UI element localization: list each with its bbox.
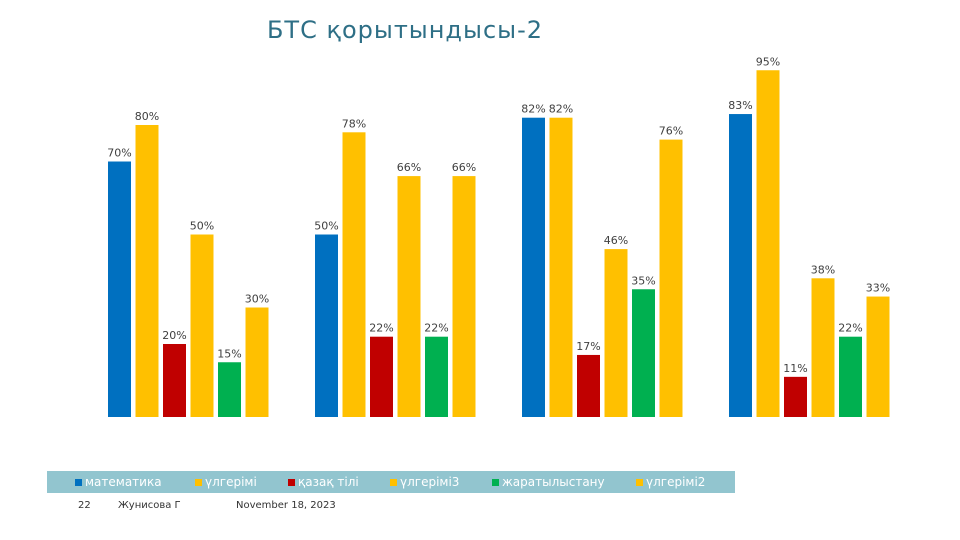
bar-1-1 <box>108 161 131 417</box>
legend-label: үлгерімі2 <box>646 475 706 489</box>
legend-item-3: қазақ тілі <box>288 475 359 489</box>
bar-1-6 <box>245 307 269 417</box>
data-label-3-4: 46% <box>604 234 628 247</box>
bar-4-1 <box>729 114 752 418</box>
legend-swatch <box>390 478 397 486</box>
data-label-3-3: 17% <box>576 340 600 353</box>
data-label-2-5: 22% <box>424 322 448 335</box>
data-label-4-4: 38% <box>811 263 835 276</box>
data-label-4-2: 95% <box>756 55 780 68</box>
legend-swatch <box>195 478 202 486</box>
legend-item-4: үлгерімі3 <box>390 475 459 489</box>
data-label-1-4: 50% <box>190 220 214 233</box>
legend-swatch <box>492 478 499 486</box>
legend-label: математика <box>85 475 162 489</box>
bar-1-2 <box>135 125 159 417</box>
legend-item-6: үлгерімі2 <box>636 475 705 489</box>
bar-3-3 <box>577 354 600 417</box>
data-label-1-2: 80% <box>135 110 159 123</box>
data-label-4-5: 22% <box>838 322 862 335</box>
legend-item-1: математика <box>75 475 162 489</box>
bar-1-3 <box>163 344 186 417</box>
bar-1-5 <box>218 362 241 417</box>
legend-label: үлгерімі3 <box>400 475 460 489</box>
data-label-1-3: 20% <box>162 329 186 342</box>
legend-item-5: жаратылыстану <box>492 475 605 489</box>
bar-3-4 <box>604 249 628 417</box>
data-label-2-1: 50% <box>314 220 338 233</box>
data-label-4-6: 33% <box>866 282 890 295</box>
author-name: Жунисова Г <box>118 500 181 511</box>
bar-3-5 <box>632 289 655 417</box>
slide-title: БТС қорытындысы-2 <box>266 16 544 44</box>
bar-3-6 <box>659 139 683 417</box>
legend-label: үлгерімі <box>205 475 257 489</box>
page-number: 22 <box>78 500 91 511</box>
bar-2-4 <box>397 176 421 417</box>
bar-1-4 <box>190 234 214 417</box>
bar-2-6 <box>452 176 476 417</box>
data-label-2-2: 78% <box>342 117 366 130</box>
data-label-3-5: 35% <box>631 274 655 287</box>
bar-4-3 <box>784 376 807 417</box>
slide-date: November 18, 2023 <box>236 500 336 511</box>
bar-2-3 <box>370 336 393 417</box>
data-label-2-3: 22% <box>369 322 393 335</box>
data-label-3-2: 82% <box>549 103 573 116</box>
data-label-4-3: 11% <box>783 362 807 375</box>
bar-3-2 <box>549 117 573 417</box>
legend-swatch <box>288 478 295 486</box>
bar-3-1 <box>522 117 545 417</box>
legend-label: қазақ тілі <box>298 475 359 489</box>
bar-4-6 <box>866 296 890 417</box>
data-label-1-1: 70% <box>107 147 131 160</box>
bar-4-4 <box>811 278 835 417</box>
data-label-2-4: 66% <box>397 161 421 174</box>
legend-item-2: үлгерімі <box>195 475 257 489</box>
data-label-1-5: 15% <box>217 347 241 360</box>
bar-4-2 <box>756 70 780 417</box>
data-label-3-1: 82% <box>521 103 545 116</box>
bar-2-2 <box>342 132 366 418</box>
bar-4-5 <box>839 336 862 417</box>
data-label-3-6: 76% <box>659 125 683 138</box>
data-label-2-6: 66% <box>452 161 476 174</box>
legend-swatch <box>636 478 643 486</box>
bar-2-1 <box>315 234 338 417</box>
bar-2-5 <box>425 336 448 417</box>
data-label-1-6: 30% <box>245 293 269 306</box>
legend-label: жаратылыстану <box>502 475 605 489</box>
legend-swatch <box>75 478 82 486</box>
data-label-4-1: 83% <box>728 99 752 112</box>
chart-legend: математика үлгерімі қазақ тілі үлгерімі3 жар… <box>47 471 735 493</box>
